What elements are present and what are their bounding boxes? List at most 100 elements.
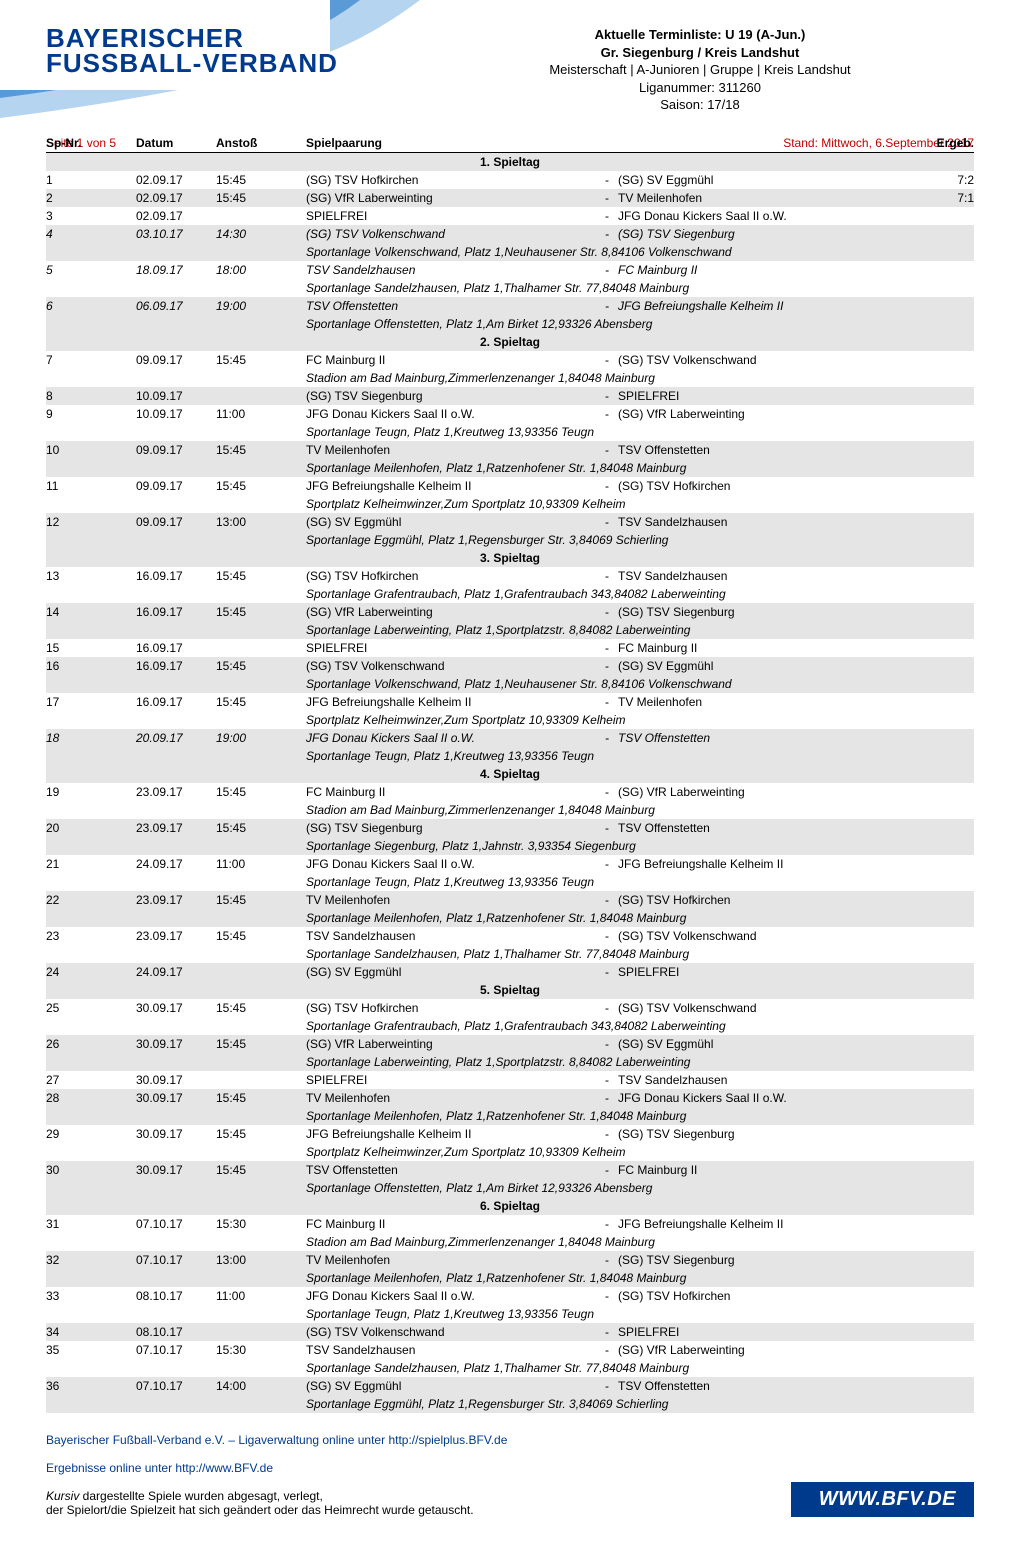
- fixture-away: TSV Sandelzhausen: [618, 1071, 914, 1089]
- fixture-pairing: TV Meilenhofen-(SG) TSV Siegenburg: [306, 1251, 914, 1269]
- fixture-nr: 35: [46, 1341, 136, 1359]
- fixture-time: 15:45: [216, 999, 306, 1017]
- fixture-venue-text: Sportplatz Kelheimwinzer,Zum Sportplatz …: [306, 711, 974, 729]
- fixture-date: 30.09.17: [136, 1089, 216, 1107]
- fixture-time: 14:00: [216, 1377, 306, 1395]
- fixture-nr: 7: [46, 351, 136, 369]
- fixture-dash: -: [596, 1215, 618, 1233]
- fixture-away: TSV Sandelzhausen: [618, 567, 914, 585]
- fixture-row: 1009.09.1715:45TV Meilenhofen-TSV Offens…: [46, 441, 974, 459]
- fixture-row: 3207.10.1713:00TV Meilenhofen-(SG) TSV S…: [46, 1251, 974, 1269]
- fixture-venue: Stadion am Bad Mainburg,Zimmerlenzenange…: [46, 801, 974, 819]
- fixture-home: TSV Sandelzhausen: [306, 927, 596, 945]
- fixture-time: 15:45: [216, 477, 306, 495]
- fixture-venue: Sportanlage Teugn, Platz 1,Kreutweg 13,9…: [46, 747, 974, 765]
- fixture-venue: Sportanlage Eggmühl, Platz 1,Regensburge…: [46, 1395, 974, 1413]
- fixture-date: 16.09.17: [136, 603, 216, 621]
- fixture-date: 23.09.17: [136, 819, 216, 837]
- fixture-row: 910.09.1711:00JFG Donau Kickers Saal II …: [46, 405, 974, 423]
- fixture-away: TSV Offenstetten: [618, 819, 914, 837]
- fixture-venue-text: Sportanlage Meilenhofen, Platz 1,Ratzenh…: [306, 1107, 974, 1125]
- fixture-nr: 31: [46, 1215, 136, 1233]
- fixture-date: 30.09.17: [136, 1125, 216, 1143]
- fixture-dash: -: [596, 891, 618, 909]
- fixture-home: (SG) SV Eggmühl: [306, 1377, 596, 1395]
- fixture-away: (SG) TSV Siegenburg: [618, 1125, 914, 1143]
- fixture-row: 102.09.1715:45(SG) TSV Hofkirchen-(SG) S…: [46, 171, 974, 189]
- fixture-home: JFG Befreiungshalle Kelheim II: [306, 1125, 596, 1143]
- fixture-date: 08.10.17: [136, 1287, 216, 1305]
- fixture-pairing: (SG) TSV Volkenschwand-SPIELFREI: [306, 1323, 914, 1341]
- fixture-home: (SG) TSV Hofkirchen: [306, 171, 596, 189]
- fixture-row: 518.09.1718:00TSV Sandelzhausen-FC Mainb…: [46, 261, 974, 279]
- fixture-date: 07.10.17: [136, 1251, 216, 1269]
- footer-line-1-url[interactable]: http://spielplus.BFV.de: [388, 1433, 507, 1447]
- fixture-time: 15:45: [216, 567, 306, 585]
- col-res: Ergeb.: [914, 136, 974, 150]
- fixture-result: 7:2: [914, 171, 974, 189]
- fixture-venue-text: Sportanlage Meilenhofen, Platz 1,Ratzenh…: [306, 459, 974, 477]
- fixture-away: (SG) TSV Volkenschwand: [618, 351, 914, 369]
- fixture-date: 10.09.17: [136, 387, 216, 405]
- footer: Bayerischer Fußball-Verband e.V. – Ligav…: [0, 1413, 1020, 1517]
- fixture-away: SPIELFREI: [618, 963, 914, 981]
- fixture-venue: Sportanlage Meilenhofen, Platz 1,Ratzenh…: [46, 1107, 974, 1125]
- fixture-nr: 32: [46, 1251, 136, 1269]
- fixture-venue: Stadion am Bad Mainburg,Zimmerlenzenange…: [46, 1233, 974, 1251]
- fixture-pairing: (SG) VfR Laberweinting-(SG) SV Eggmühl: [306, 1035, 914, 1053]
- fixture-date: 02.09.17: [136, 207, 216, 225]
- fixture-home: FC Mainburg II: [306, 351, 596, 369]
- fixture-away: (SG) TSV Hofkirchen: [618, 1287, 914, 1305]
- spieltag-header: 4. Spieltag: [46, 765, 974, 783]
- fixture-date: 07.10.17: [136, 1341, 216, 1359]
- fixture-row: 302.09.17SPIELFREI-JFG Donau Kickers Saa…: [46, 207, 974, 225]
- fixture-venue-text: Sportplatz Kelheimwinzer,Zum Sportplatz …: [306, 1143, 974, 1161]
- fixture-home: TV Meilenhofen: [306, 891, 596, 909]
- fixture-pairing: SPIELFREI-TSV Sandelzhausen: [306, 1071, 914, 1089]
- fixture-row: 3030.09.1715:45TSV Offenstetten-FC Mainb…: [46, 1161, 974, 1179]
- fixture-nr: 36: [46, 1377, 136, 1395]
- fixture-venue-text: Sportanlage Grafentraubach, Platz 1,Graf…: [306, 585, 974, 603]
- fixture-dash: -: [596, 639, 618, 657]
- fixture-row: 2530.09.1715:45(SG) TSV Hofkirchen-(SG) …: [46, 999, 974, 1017]
- fixture-pairing: (SG) SV Eggmühl-TSV Sandelzhausen: [306, 513, 914, 531]
- fixture-home: (SG) TSV Hofkirchen: [306, 567, 596, 585]
- fixture-venue: Sportanlage Volkenschwand, Platz 1,Neuha…: [46, 243, 974, 261]
- fixture-pairing: JFG Donau Kickers Saal II o.W.-(SG) TSV …: [306, 1287, 914, 1305]
- fixture-date: 30.09.17: [136, 1035, 216, 1053]
- fixture-venue: Sportanlage Grafentraubach, Platz 1,Graf…: [46, 1017, 974, 1035]
- fixture-venue-text: Sportplatz Kelheimwinzer,Zum Sportplatz …: [306, 495, 974, 513]
- fixture-nr: 26: [46, 1035, 136, 1053]
- fixture-home: TSV Sandelzhausen: [306, 1341, 596, 1359]
- fixture-row: 3408.10.17(SG) TSV Volkenschwand-SPIELFR…: [46, 1323, 974, 1341]
- title-line-1: Aktuelle Terminliste: U 19 (A-Jun.): [430, 26, 970, 44]
- fixture-time: 18:00: [216, 261, 306, 279]
- matchdays-container: 1. Spieltag102.09.1715:45(SG) TSV Hofkir…: [46, 153, 974, 1413]
- fixture-dash: -: [596, 657, 618, 675]
- fixture-home: (SG) VfR Laberweinting: [306, 189, 596, 207]
- fixture-home: (SG) TSV Siegenburg: [306, 819, 596, 837]
- fixture-venue: Sportanlage Sandelzhausen, Platz 1,Thalh…: [46, 945, 974, 963]
- fixture-nr: 4: [46, 225, 136, 243]
- fixture-venue: Stadion am Bad Mainburg,Zimmerlenzenange…: [46, 369, 974, 387]
- fixture-dash: -: [596, 729, 618, 747]
- fixture-home: JFG Donau Kickers Saal II o.W.: [306, 855, 596, 873]
- fixture-time: 15:45: [216, 603, 306, 621]
- fixture-nr: 8: [46, 387, 136, 405]
- fixture-venue-text: Sportanlage Laberweinting, Platz 1,Sport…: [306, 1053, 974, 1071]
- fixture-date: 03.10.17: [136, 225, 216, 243]
- fixture-nr: 6: [46, 297, 136, 315]
- fixture-dash: -: [596, 603, 618, 621]
- fixture-date: 09.09.17: [136, 351, 216, 369]
- footer-line-2-url[interactable]: http://www.BFV.de: [175, 1461, 273, 1475]
- fixture-nr: 33: [46, 1287, 136, 1305]
- col-nr: Sp-Nr.: [46, 136, 136, 150]
- fixture-home: FC Mainburg II: [306, 1215, 596, 1233]
- fixture-home: (SG) TSV Volkenschwand: [306, 1323, 596, 1341]
- fixture-dash: -: [596, 819, 618, 837]
- fixture-pairing: SPIELFREI-JFG Donau Kickers Saal II o.W.: [306, 207, 914, 225]
- bfv-logo: BAYERISCHER FUSSBALL-VERBAND: [46, 26, 338, 75]
- fixture-dash: -: [596, 567, 618, 585]
- fixture-away: (SG) TSV Volkenschwand: [618, 927, 914, 945]
- fixture-time: 11:00: [216, 1287, 306, 1305]
